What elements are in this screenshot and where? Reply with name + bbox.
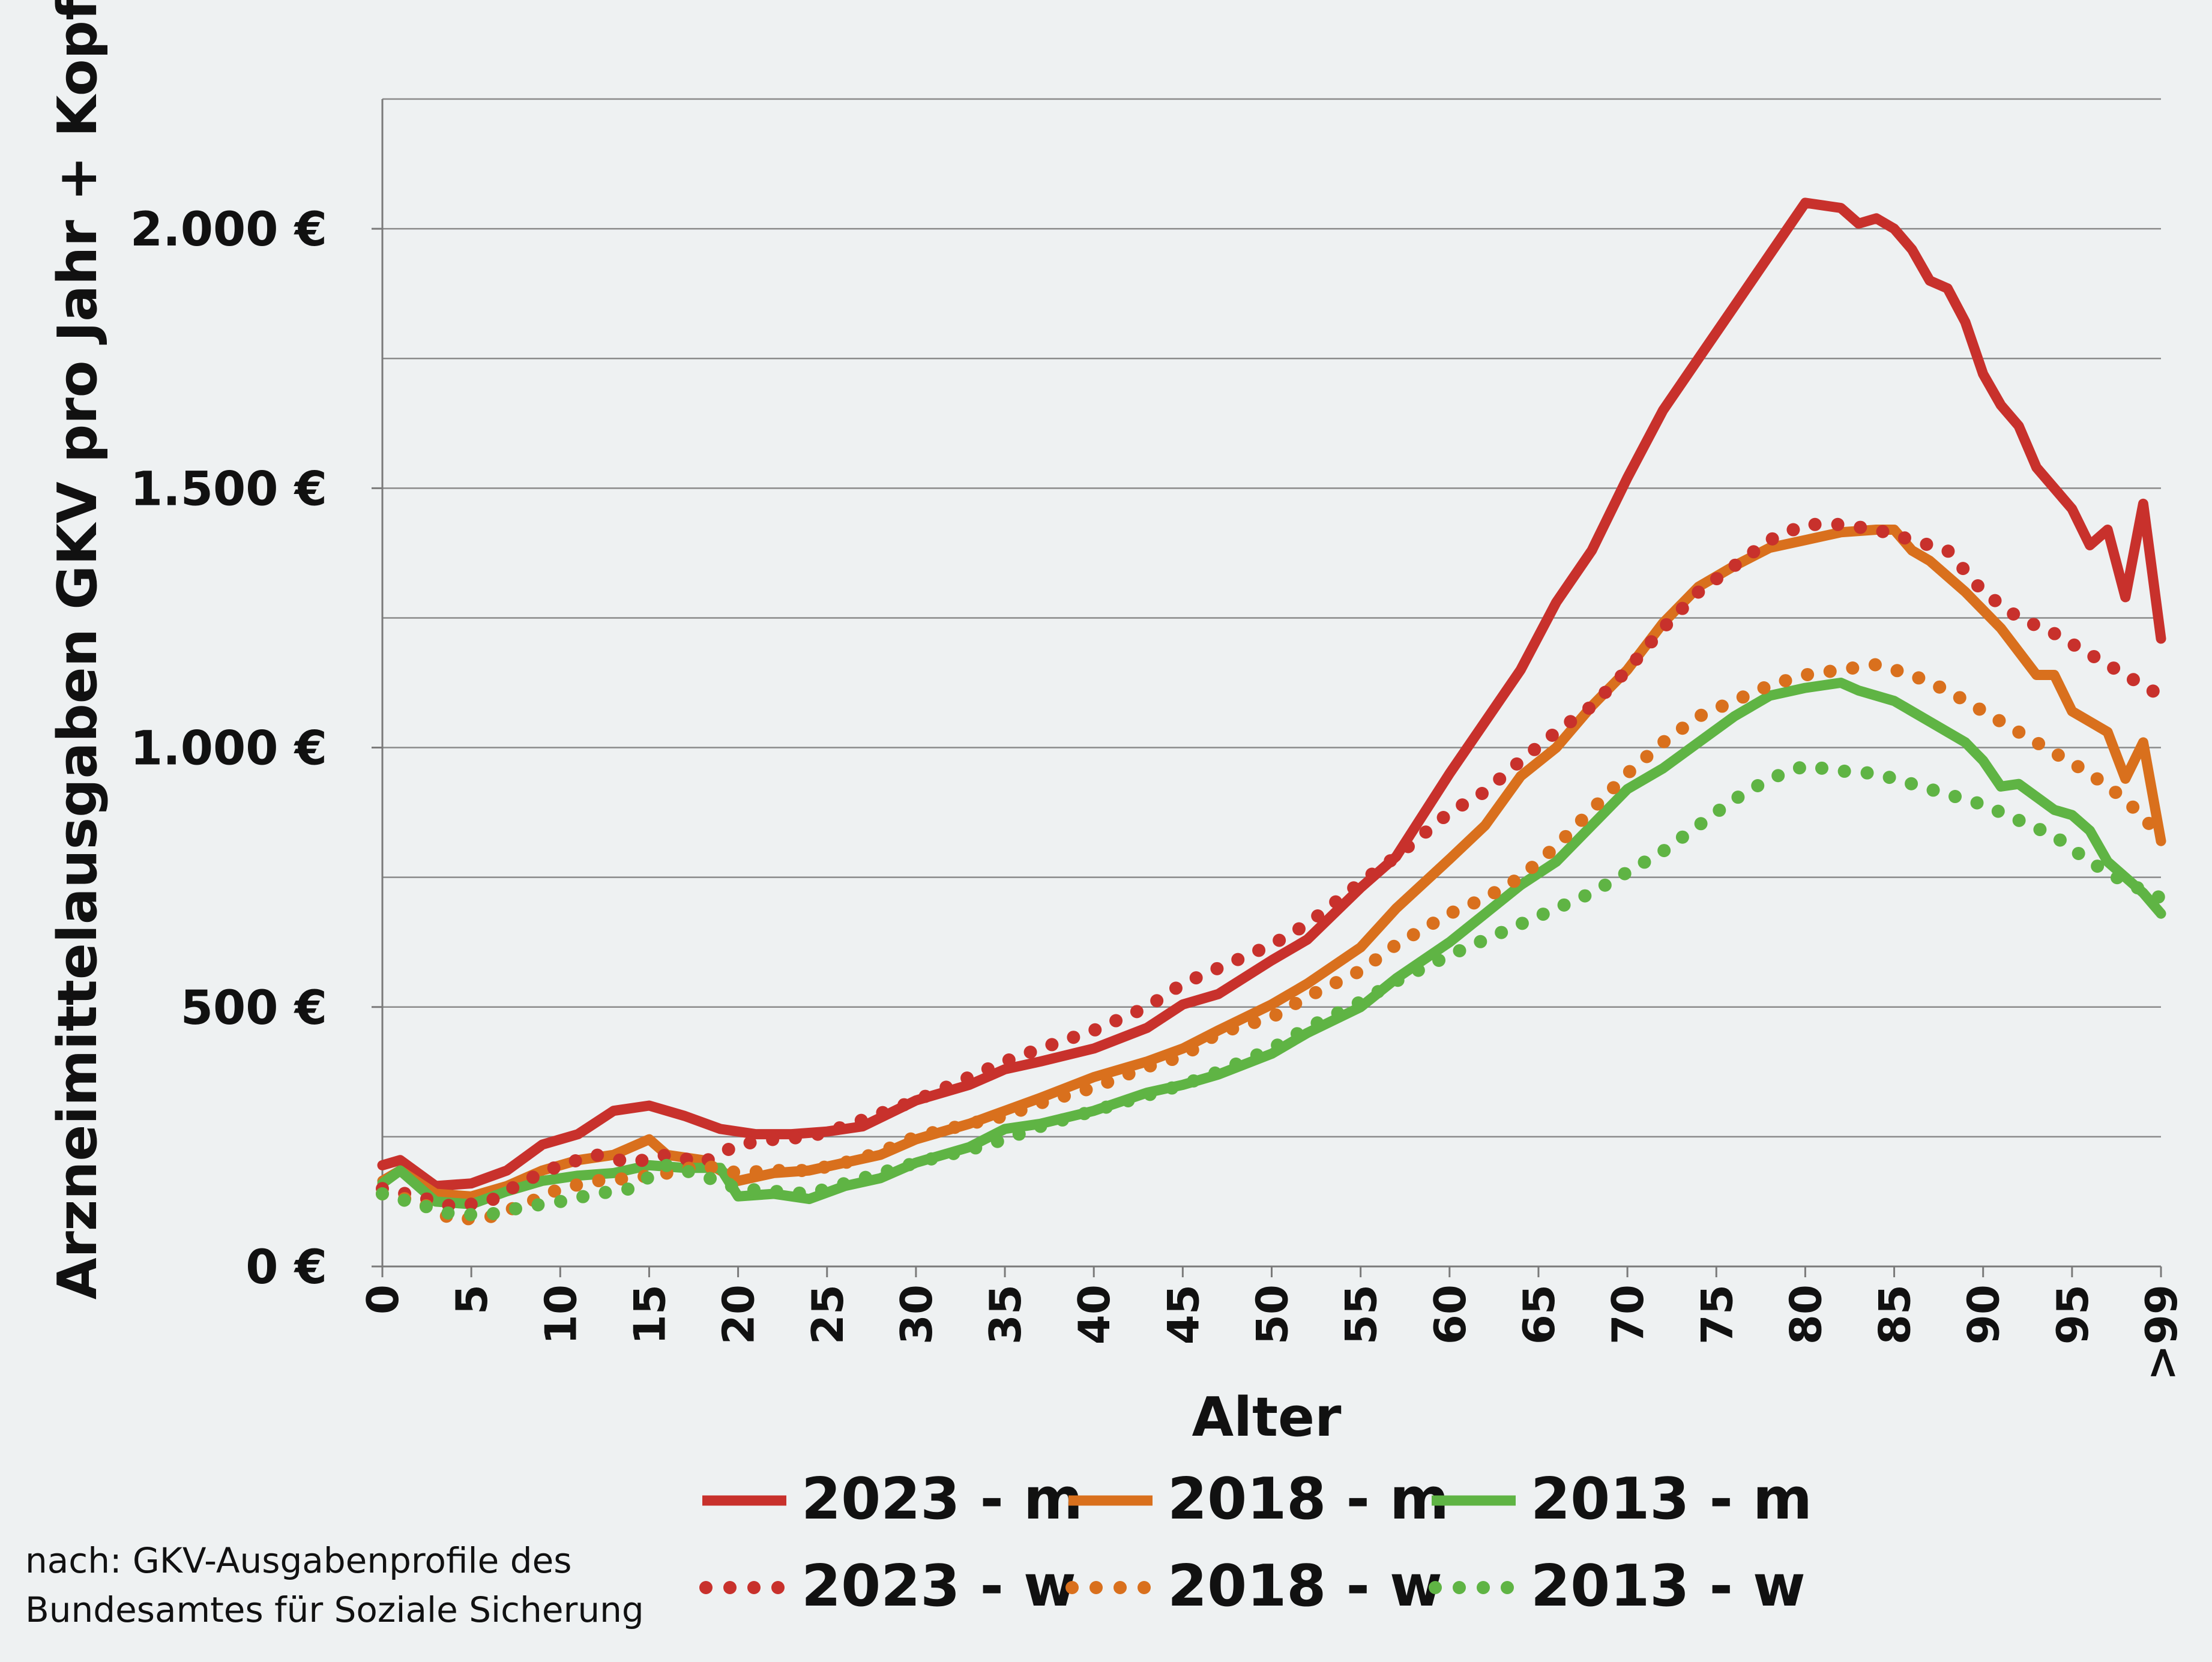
y-tick-label-1500: 1.500 € — [130, 462, 327, 516]
legend-label-2023-m: 2023 - m — [801, 1466, 1083, 1532]
x-tick-label-45: 45 — [1158, 1284, 1208, 1344]
x-tick-label-100: >99 — [2136, 1284, 2187, 1381]
source-note-line-2: Bundesamtes für Soziale Sicherung — [25, 1589, 644, 1630]
y-tick-label-1000: 1.000 € — [130, 722, 327, 776]
x-tick-label-75: 75 — [1692, 1284, 1742, 1344]
x-tick-label-40: 40 — [1069, 1284, 1120, 1344]
legend-label-2023-w: 2023 - w — [801, 1553, 1076, 1619]
x-tick-label-50: 50 — [1247, 1284, 1298, 1344]
x-tick-label-60: 60 — [1425, 1284, 1475, 1344]
series-line-2023-m — [377, 197, 2166, 1191]
x-tick-label-65: 65 — [1514, 1284, 1564, 1344]
x-tick-label-95: 95 — [2048, 1284, 2098, 1344]
x-tick-label-90: 90 — [1959, 1284, 2009, 1344]
plot-area — [381, 98, 2161, 1268]
series-line-2018-m — [377, 525, 2166, 1202]
x-tick-label-85: 85 — [1870, 1284, 1920, 1344]
x-tick-label-15: 15 — [624, 1284, 675, 1344]
series-line-2018-w — [376, 658, 2168, 1227]
x-tick-label-55: 55 — [1336, 1284, 1387, 1344]
x-axis: 0 5 10 15 20 25 30 35 40 45 50 55 60 65 70 75 80 85 90 95 >9… — [358, 1266, 2187, 1381]
x-tick-label-25: 25 — [803, 1284, 853, 1344]
legend-label-2013-w: 2013 - w — [1531, 1553, 1806, 1619]
x-tick-label-35: 35 — [980, 1284, 1031, 1344]
x-axis-title: Alter — [1192, 1386, 1342, 1449]
legend-label-2018-w: 2018 - w — [1168, 1553, 1442, 1619]
y-tick-label-0: 0 € — [246, 1241, 327, 1295]
y-axis: 0 € 500 € 1.000 € 1.500 € 2.000 € — [130, 203, 382, 1295]
series-line-2013-w — [376, 759, 2168, 1221]
x-tick-label-10: 10 — [535, 1284, 586, 1344]
x-tick-label-70: 70 — [1603, 1284, 1653, 1344]
series-line-2023-w — [376, 517, 2168, 1214]
y-axis-title: Arzneimittelausgaben GKV pro Jahr + Kopf — [46, 0, 109, 1299]
x-tick-label-5: 5 — [447, 1284, 497, 1314]
series-line-2013-m — [377, 678, 2166, 1209]
legend-label-2013-m: 2013 - m — [1531, 1466, 1812, 1532]
legend-label-2018-m: 2018 - m — [1168, 1466, 1449, 1532]
y-tick-label-500: 500 € — [181, 981, 327, 1035]
x-tick-label-20: 20 — [714, 1284, 764, 1344]
x-tick-label-80: 80 — [1780, 1284, 1831, 1344]
legend: 2023 - m 2018 - m 2013 - m 2023 - w 2018 - w… — [699, 1466, 1812, 1619]
series-layer — [376, 197, 2168, 1227]
y-tick-label-2000: 2.000 € — [130, 203, 327, 257]
source-note-line-1: nach: GKV-Ausgabenprofile des — [25, 1540, 571, 1581]
x-tick-label-30: 30 — [891, 1284, 942, 1344]
x-tick-label-0: 0 — [358, 1284, 408, 1314]
